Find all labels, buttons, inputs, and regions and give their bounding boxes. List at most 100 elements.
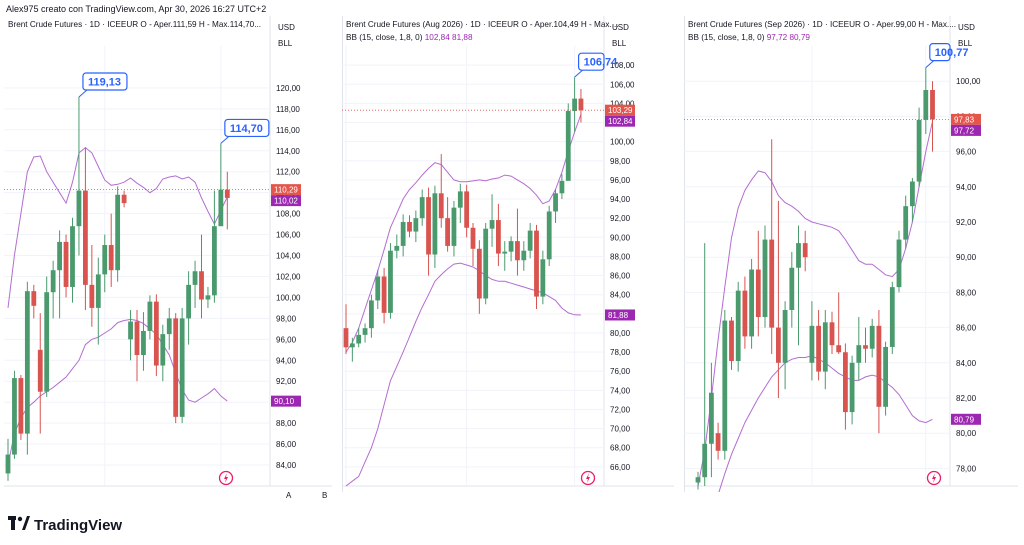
chart-panel-brent-aug-2026[interactable]: Brent Crude Futures (Aug 2026) · 1D · IC… xyxy=(342,16,678,492)
bb-legend-values: 102,84 81,88 xyxy=(425,33,473,42)
candle xyxy=(572,77,577,133)
bb-legend-label: BB (15, close, 1,8, 0) xyxy=(346,33,425,42)
candle-body xyxy=(508,241,514,252)
callout-label: 114,70 xyxy=(230,123,263,135)
candle xyxy=(464,184,470,238)
pane-tag-a[interactable]: A xyxy=(286,491,292,500)
last-price-tag: 97,83 xyxy=(954,115,975,124)
candle-body xyxy=(153,301,159,366)
candle-body xyxy=(89,284,95,308)
bb-upper-tag: 102,84 xyxy=(608,117,633,126)
candle-body xyxy=(134,321,140,356)
candle-body xyxy=(534,230,539,297)
candle-body xyxy=(413,218,419,232)
candle xyxy=(102,234,108,293)
candle-body xyxy=(515,241,520,261)
candle xyxy=(508,236,514,262)
candle xyxy=(883,341,888,416)
candle-body xyxy=(457,191,463,208)
y-tick-label: 94,00 xyxy=(956,183,977,192)
y-tick-label: 116,00 xyxy=(276,126,300,135)
candle xyxy=(916,107,922,187)
bb-lower-tag-bg xyxy=(271,395,301,407)
candle-body xyxy=(218,189,224,227)
candle xyxy=(141,312,146,371)
candle xyxy=(762,225,768,328)
tradingview-logo[interactable]: TradingView xyxy=(8,516,122,535)
candle xyxy=(789,251,795,328)
candle-body xyxy=(816,325,821,372)
last-price-tag-bg xyxy=(951,113,981,125)
bb-legend: BB (15, close, 1,8, 0) 102,84 81,88 xyxy=(346,33,473,42)
candle-body xyxy=(166,318,172,335)
candle xyxy=(930,81,935,152)
candle xyxy=(95,257,101,345)
candle-body xyxy=(863,345,868,349)
candle xyxy=(483,222,489,305)
callout-pointer xyxy=(220,136,230,144)
candle xyxy=(903,195,909,249)
candle xyxy=(709,362,714,478)
bb-lower-tag: 90,10 xyxy=(274,397,295,406)
chart-title-name: Brent Crude Futures xyxy=(8,20,82,29)
candle-body xyxy=(63,241,69,287)
candle-body xyxy=(369,300,374,329)
bb-lower-tag: 80,79 xyxy=(954,415,975,424)
chart-ohl: O - Aper.99,00 H - Max.... xyxy=(863,20,956,29)
y-tick-label: 118,00 xyxy=(276,105,300,114)
y-tick-label: 102,00 xyxy=(276,272,301,281)
candle-body xyxy=(438,193,444,219)
y-tick-label: 82,00 xyxy=(956,394,977,403)
candle-body xyxy=(702,443,708,478)
candle-body xyxy=(179,318,185,417)
candle xyxy=(426,187,431,276)
axis-unit: BLL xyxy=(612,39,627,48)
candle-body xyxy=(108,245,114,271)
candle xyxy=(451,200,457,257)
y-tick-label: 112,00 xyxy=(276,168,300,177)
candle-body xyxy=(822,322,828,372)
chart-panel-brent-front[interactable]: Brent Crude Futures · 1D · ICEEUR O - Ap… xyxy=(4,16,336,492)
candle xyxy=(12,370,17,459)
axis-unit: BLL xyxy=(278,39,293,48)
candle-body xyxy=(578,98,584,111)
candle xyxy=(896,230,902,293)
last-price-tag-bg xyxy=(271,184,301,196)
chart-credit: Alex975 creato con TradingView.com, Apr … xyxy=(6,4,267,14)
candle-body xyxy=(889,287,895,347)
y-tick-label: 86,00 xyxy=(610,272,631,281)
y-tick-label: 96,00 xyxy=(610,176,631,185)
candle xyxy=(836,292,842,354)
bb-upper-tag-bg xyxy=(605,115,635,127)
y-tick-label: 84,00 xyxy=(956,359,977,368)
candle xyxy=(496,203,501,266)
candle xyxy=(70,217,75,303)
candle xyxy=(199,234,204,319)
chart-panel-brent-sep-2026[interactable]: Brent Crude Futures (Sep 2026) · 1D · IC… xyxy=(684,16,1022,492)
bb-lower-tag-bg xyxy=(605,309,635,321)
candle xyxy=(5,438,11,481)
candle xyxy=(89,245,95,327)
y-tick-label: 100,00 xyxy=(276,293,301,302)
candle-body xyxy=(224,189,230,198)
candle xyxy=(802,230,808,272)
candle xyxy=(702,243,708,486)
candle xyxy=(755,230,761,337)
chart-title: Brent Crude Futures · 1D · ICEEUR O - Ap… xyxy=(8,20,261,29)
y-tick-label: 120,00 xyxy=(276,84,301,93)
axis-unit: BLL xyxy=(958,39,973,48)
candle-body xyxy=(121,194,127,204)
candle-body xyxy=(205,295,211,300)
candle-body xyxy=(715,433,721,451)
chart-title-meta: · 1D · ICEEUR xyxy=(805,20,863,29)
candle xyxy=(546,205,552,266)
candle xyxy=(173,313,179,424)
y-tick-label: 68,00 xyxy=(610,444,631,453)
candle xyxy=(394,234,400,259)
pane-tag-b[interactable]: B xyxy=(322,491,328,500)
y-tick-label: 72,00 xyxy=(610,405,631,414)
candle xyxy=(856,317,862,381)
candle xyxy=(388,243,393,319)
candle xyxy=(476,240,482,314)
bb-legend: BB (15, close, 1,8, 0) 97,72 80,79 xyxy=(688,33,810,42)
